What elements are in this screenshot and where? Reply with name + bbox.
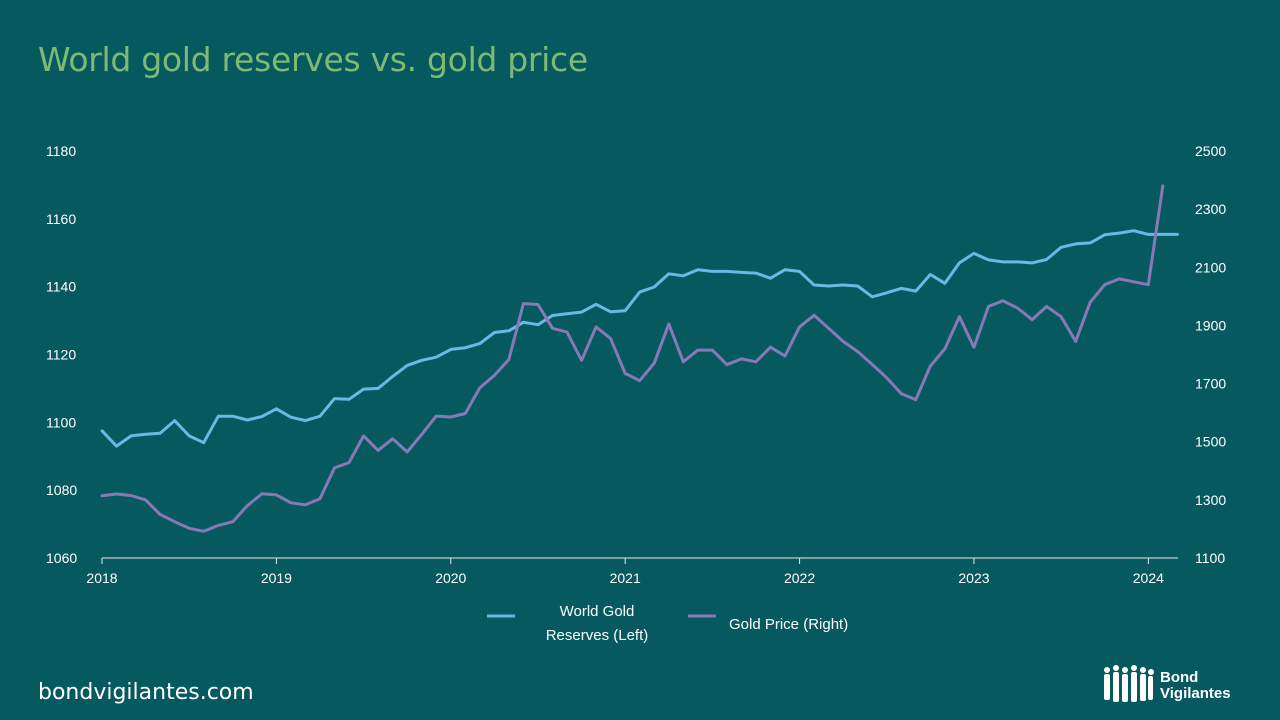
brand-line-2: Vigilantes bbox=[1160, 685, 1231, 702]
people-silhouette-icon bbox=[1104, 665, 1154, 702]
right-tick-label: 1900 bbox=[1195, 317, 1226, 333]
right-tick-label: 1100 bbox=[1195, 550, 1225, 566]
legend-label: World Gold bbox=[560, 603, 635, 620]
left-tick-label: 1060 bbox=[46, 550, 77, 566]
x-tick-label: 2023 bbox=[958, 570, 989, 586]
x-axis: 2018 2019 2020 2021 2022 2023 2024 bbox=[86, 557, 1178, 586]
legend: World Gold Reserves (Left) Gold Price (Rig… bbox=[487, 603, 848, 644]
x-tick-label: 2018 bbox=[86, 570, 117, 586]
right-tick-label: 2300 bbox=[1195, 201, 1226, 217]
series-line-world-gold-reserves bbox=[100, 229, 1179, 448]
bond-vigilantes-logo: Bond Vigilantes bbox=[1100, 662, 1260, 710]
right-axis-ticks: 1100 1300 1500 1700 1900 2100 2300 2500 bbox=[1195, 143, 1226, 566]
right-tick-label: 1500 bbox=[1195, 434, 1226, 450]
x-tick-label: 2021 bbox=[610, 570, 641, 586]
legend-label: Gold Price (Right) bbox=[729, 616, 848, 633]
left-tick-label: 1080 bbox=[46, 482, 77, 498]
left-tick-label: 1180 bbox=[46, 143, 76, 159]
x-tick-label: 2022 bbox=[784, 570, 815, 586]
legend-item: World Gold Reserves (Left) bbox=[487, 603, 648, 644]
brand-line-1: Bond bbox=[1160, 669, 1199, 686]
x-tick-label: 2019 bbox=[261, 570, 292, 586]
footer-site-url[interactable]: bondvigilantes.com bbox=[38, 680, 254, 705]
left-axis-ticks: 1060 1080 1100 1120 1140 1160 1180 bbox=[46, 143, 77, 566]
left-tick-label: 1100 bbox=[46, 414, 76, 430]
x-tick-label: 2020 bbox=[435, 570, 466, 586]
left-tick-label: 1120 bbox=[46, 347, 76, 363]
chart-title: World gold reserves vs. gold price bbox=[38, 40, 588, 79]
legend-item: Gold Price (Right) bbox=[688, 614, 848, 633]
series-line-gold-price bbox=[100, 184, 1165, 533]
left-tick-label: 1140 bbox=[46, 279, 76, 295]
legend-label: Reserves (Left) bbox=[546, 627, 649, 644]
right-tick-label: 1300 bbox=[1195, 492, 1226, 508]
left-tick-label: 1160 bbox=[46, 211, 76, 227]
right-tick-label: 2100 bbox=[1195, 259, 1226, 275]
x-tick-label: 2024 bbox=[1133, 570, 1164, 586]
right-tick-label: 1700 bbox=[1195, 376, 1226, 392]
right-tick-label: 2500 bbox=[1195, 143, 1226, 159]
brand-wordmark: Bond Vigilantes bbox=[1160, 670, 1231, 702]
series-layer bbox=[100, 184, 1179, 533]
